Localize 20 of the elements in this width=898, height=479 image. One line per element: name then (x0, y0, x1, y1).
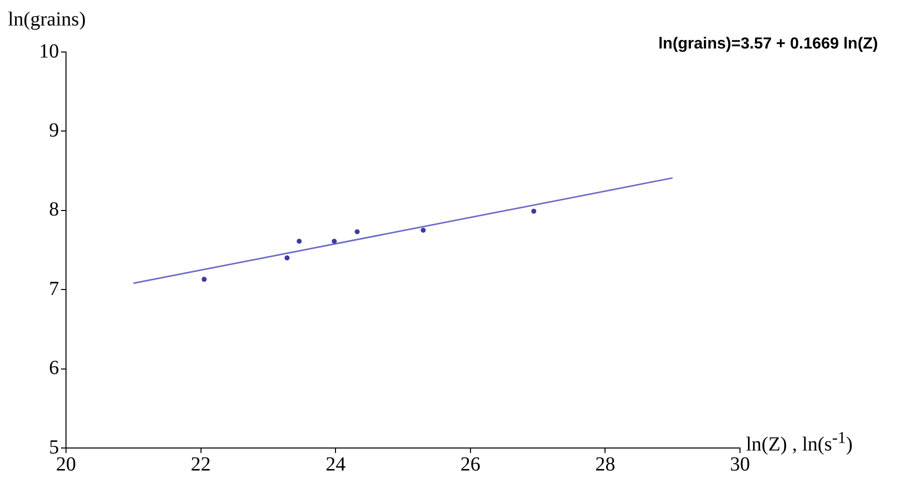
y-tick-label: 5 (49, 436, 59, 458)
point (332, 238, 337, 244)
x-tick-label: 20 (56, 453, 76, 476)
point (202, 276, 207, 282)
point (354, 229, 360, 234)
y-tick-label: 10 (39, 40, 59, 62)
x-tick-label: 26 (460, 453, 480, 476)
point (284, 255, 290, 260)
annotation: ln(grains)=3.57 + 0.1669 ln(Z) (658, 35, 878, 52)
point (531, 208, 536, 214)
x-tick-label: 28 (595, 453, 616, 476)
y-tick-label: 8 (49, 198, 59, 221)
x-tick-label: 22 (190, 453, 211, 476)
point (420, 228, 426, 233)
y-tick-label: 6 (49, 357, 59, 380)
y-tick-label: 9 (49, 119, 59, 142)
point (296, 238, 302, 244)
x-tick-label: 24 (326, 453, 346, 476)
y-axis-title: ln(grains) (8, 8, 86, 30)
y-tick-label: 7 (49, 278, 59, 300)
